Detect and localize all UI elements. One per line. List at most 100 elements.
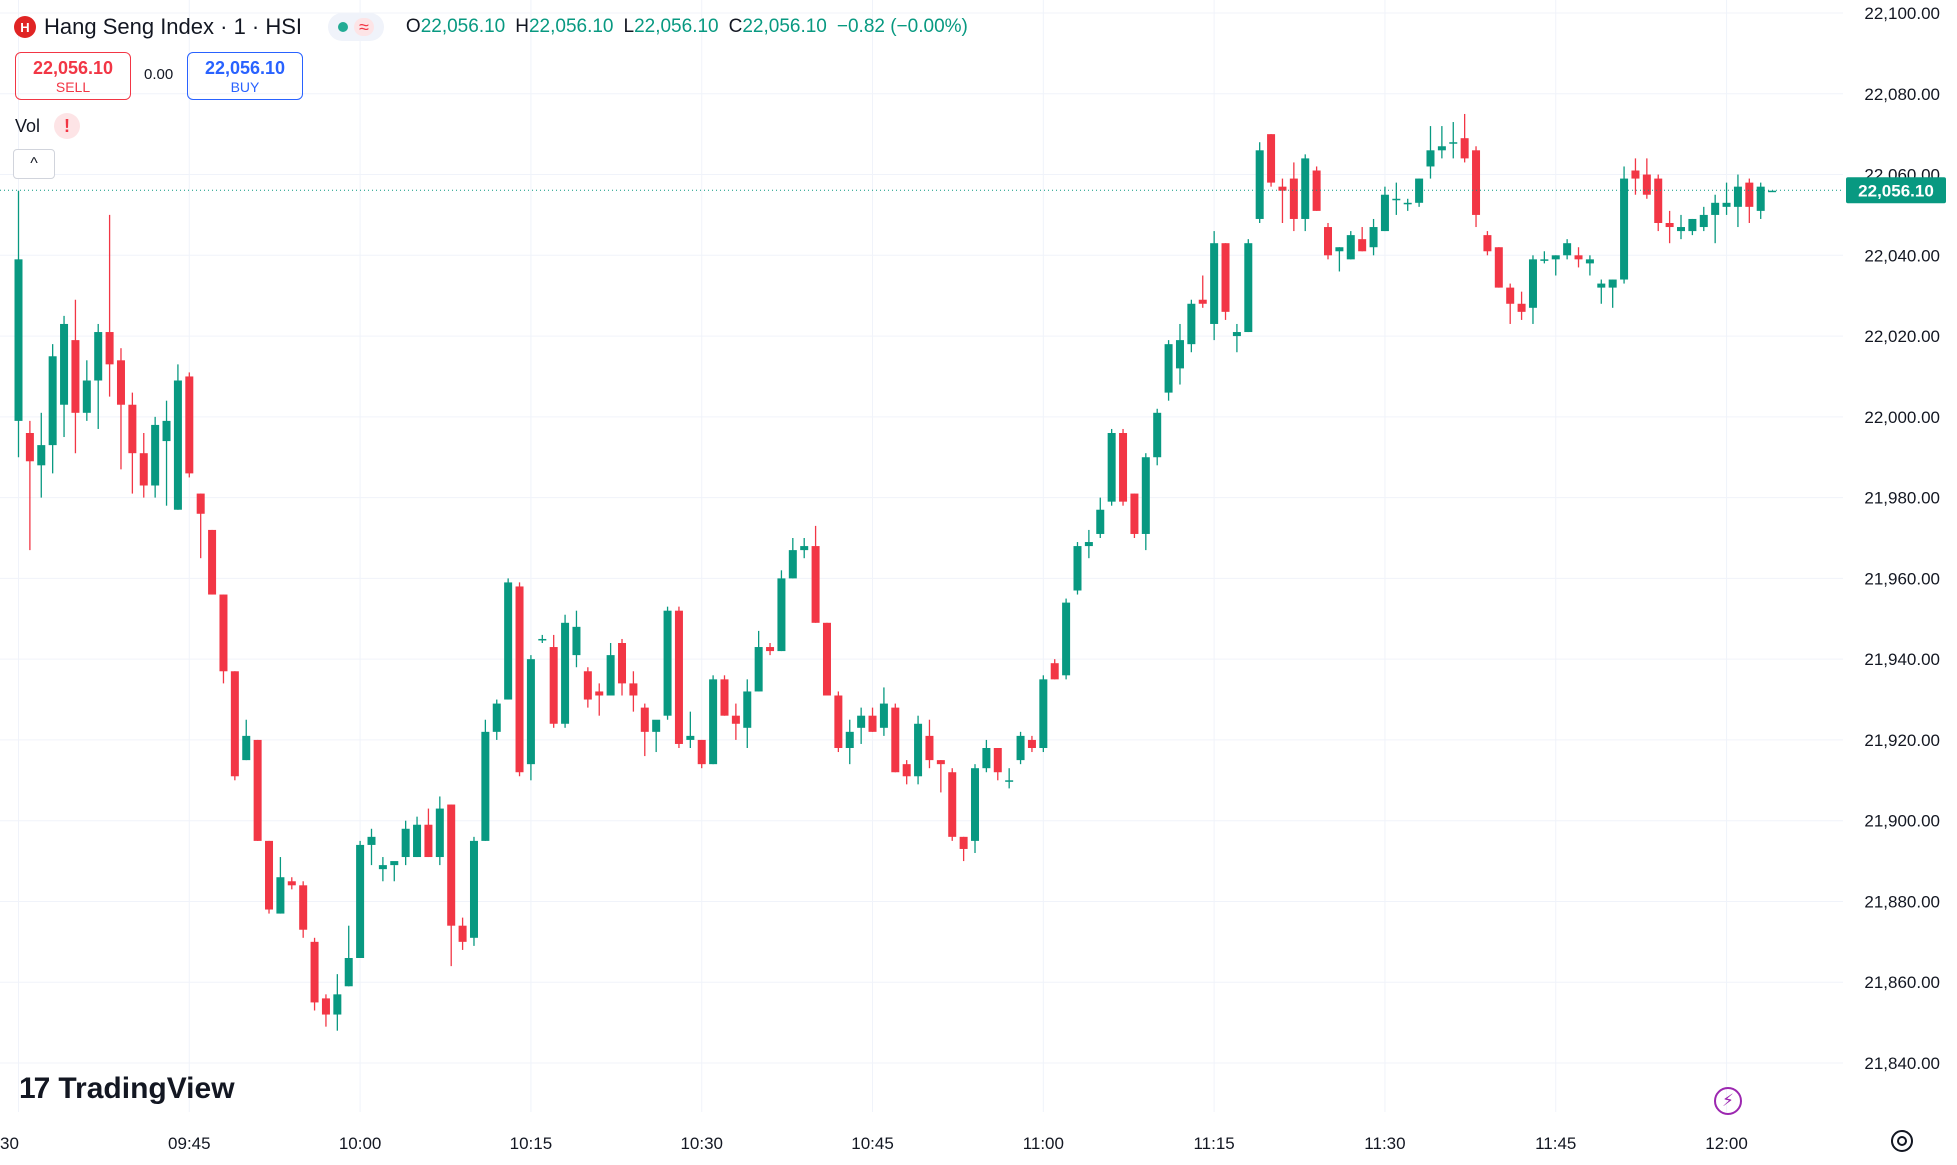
- candle-body: [1232, 332, 1241, 337]
- candle-body: [504, 582, 513, 700]
- candle-body: [1642, 174, 1651, 195]
- candle-body: [629, 683, 638, 696]
- candle-body: [1768, 190, 1777, 193]
- x-axis-tick-label: 12:00: [1705, 1134, 1748, 1153]
- y-axis-tick-label: 21,900.00: [1864, 812, 1940, 831]
- candle-body: [1494, 247, 1503, 288]
- candle-body: [731, 715, 740, 724]
- candle-body: [469, 840, 478, 938]
- candle-body: [1153, 412, 1162, 458]
- candle-body: [1335, 247, 1344, 252]
- candle-body: [595, 691, 604, 696]
- candle-body: [390, 861, 399, 866]
- close-value: 22,056.10: [742, 16, 827, 37]
- warning-icon[interactable]: !: [54, 113, 81, 139]
- candle-body: [720, 679, 729, 716]
- candle-body: [572, 626, 581, 656]
- x-axis-tick-label: 10:00: [339, 1134, 382, 1153]
- candle-body: [1301, 158, 1310, 219]
- candle-body: [310, 941, 319, 1003]
- candle-body: [754, 647, 763, 692]
- candle-body: [162, 420, 171, 442]
- candle-body: [1380, 194, 1389, 232]
- x-axis-tick-label: 11:15: [1193, 1134, 1234, 1153]
- candle-body: [845, 731, 854, 748]
- candle-body: [173, 380, 182, 510]
- candle-body: [1620, 178, 1629, 280]
- candle-body: [1483, 235, 1492, 252]
- candle-body: [94, 332, 103, 381]
- candle-body: [321, 998, 330, 1015]
- candle-body: [344, 958, 353, 987]
- high-key: H: [515, 16, 529, 37]
- candle-body: [1665, 223, 1674, 228]
- candle-body: [378, 865, 387, 870]
- last-price-label: 22,056.10: [1858, 181, 1934, 200]
- x-axis-tick-label: 11:30: [1364, 1134, 1405, 1153]
- candle-body: [1528, 259, 1537, 308]
- candle-body: [1415, 178, 1424, 203]
- candle-body: [822, 622, 831, 696]
- candle-body: [1437, 146, 1446, 151]
- candle-body: [1198, 299, 1207, 304]
- candle-body: [1062, 602, 1071, 676]
- y-axis-tick-label: 22,020.00: [1864, 327, 1940, 346]
- candle-body: [1756, 186, 1765, 211]
- candle-body: [196, 493, 205, 514]
- candle-body: [561, 622, 570, 724]
- candle-body: [60, 323, 69, 405]
- candle-body: [1107, 433, 1116, 502]
- candle-body: [709, 679, 718, 765]
- candle-body: [1677, 227, 1686, 232]
- candle-body: [458, 925, 467, 942]
- candle-body: [1221, 243, 1230, 312]
- candle-body: [1050, 663, 1059, 680]
- vol-label: Vol: [15, 115, 41, 136]
- tradingview-logo-icon: 17: [19, 1072, 50, 1105]
- candle-body: [37, 445, 46, 466]
- market-status-pill[interactable]: ≈: [328, 13, 384, 41]
- candle-body: [1244, 243, 1253, 333]
- candle-body: [948, 772, 957, 837]
- symbol-title[interactable]: Hang Seng Index · 1 · HSI: [44, 14, 303, 39]
- hsi-logo-icon: H: [14, 16, 36, 38]
- candle-body: [993, 748, 1002, 773]
- candle-body: [1027, 739, 1036, 748]
- collapse-legend-button[interactable]: ^: [13, 149, 55, 179]
- candle-body: [1517, 303, 1526, 312]
- candle-body: [1392, 198, 1401, 201]
- tradingview-brand[interactable]: 17 TradingView: [19, 1072, 235, 1106]
- y-axis-tick-label: 21,840.00: [1864, 1054, 1940, 1073]
- candle-body: [139, 453, 148, 486]
- candle-body: [1699, 214, 1708, 228]
- candle-body: [242, 735, 251, 761]
- candle-body: [299, 885, 308, 930]
- candle-body: [253, 739, 262, 841]
- candle-body: [982, 748, 991, 769]
- buy-label: BUY: [230, 78, 260, 95]
- candle-body: [1540, 259, 1549, 261]
- buy-button[interactable]: 22,056.10 BUY: [187, 52, 303, 100]
- candle-body: [1210, 243, 1219, 324]
- candle-body: [606, 655, 615, 696]
- candle-body: [1551, 255, 1560, 260]
- gear-icon[interactable]: [1891, 1130, 1913, 1152]
- candle-body: [1358, 239, 1367, 252]
- high-value: 22,056.10: [528, 16, 614, 37]
- volume-indicator[interactable]: Vol !: [15, 113, 81, 139]
- y-axis-tick-label: 22,040.00: [1864, 246, 1940, 265]
- sell-price: 22,056.10: [32, 57, 114, 78]
- lightning-icon[interactable]: ⚡: [1714, 1087, 1742, 1115]
- candle-body: [1039, 679, 1048, 748]
- sell-button[interactable]: 22,056.10 SELL: [15, 52, 131, 100]
- y-axis-tick-label: 21,980.00: [1864, 489, 1940, 508]
- candle-body: [583, 671, 592, 700]
- x-axis-tick-label: 09:45: [168, 1134, 211, 1153]
- buy-price: 22,056.10: [204, 57, 286, 78]
- x-axis-tick-label: 11:45: [1535, 1134, 1576, 1153]
- candle-body: [424, 824, 433, 858]
- candle-body: [208, 529, 217, 595]
- spread-value: 0.00: [144, 66, 174, 83]
- candle-body: [82, 380, 91, 413]
